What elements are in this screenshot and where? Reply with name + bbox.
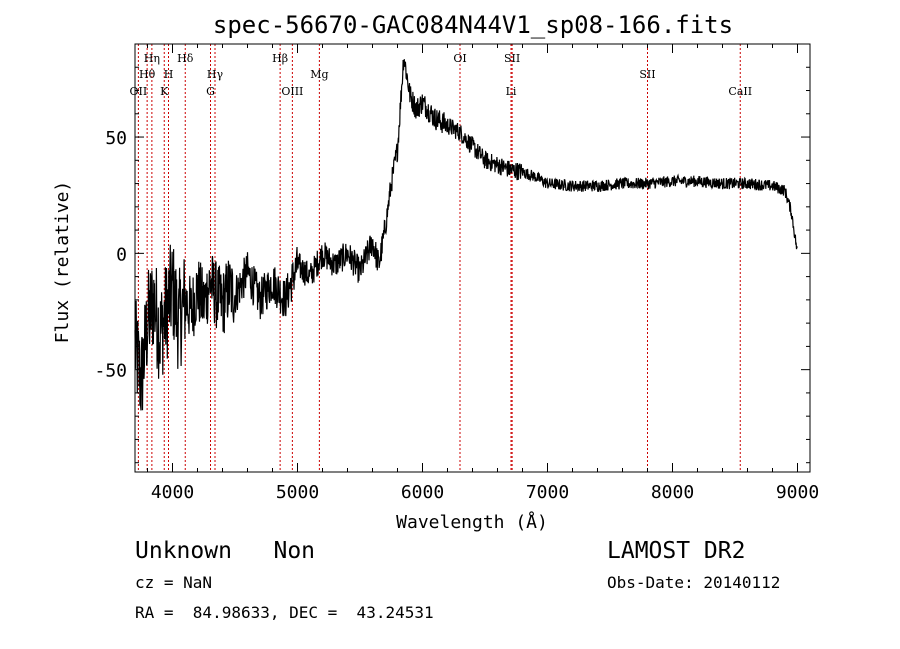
spectral-line-label: OI bbox=[453, 52, 466, 65]
spectral-line-label: CaII bbox=[728, 85, 752, 98]
x-tick-label: 7000 bbox=[526, 482, 569, 503]
x-axis-ticks: 4000 5000 6000 7000 8000 9000 bbox=[147, 44, 819, 503]
coordinates-text: RA = 84.98633, DEC = 43.24531 bbox=[135, 603, 434, 622]
chart-title: spec-56670-GAC084N44V1_sp08-166.fits bbox=[213, 11, 733, 39]
spectral-line-label: Hδ bbox=[177, 52, 194, 65]
spectral-line-label: G bbox=[206, 85, 215, 98]
x-tick-label: 8000 bbox=[651, 482, 694, 503]
observation-date-text: Obs-Date: 20140112 bbox=[607, 573, 781, 592]
spectral-line-label: SII bbox=[639, 68, 655, 81]
spectral-line-label: SII bbox=[504, 52, 520, 65]
y-axis-ticks: -50 0 50 bbox=[94, 43, 810, 464]
spectral-line-label: Hη bbox=[144, 52, 160, 65]
spectral-line-markers bbox=[137, 44, 741, 472]
x-tick-label: 9000 bbox=[776, 482, 819, 503]
y-axis-label: Flux (relative) bbox=[52, 181, 73, 344]
y-tick-label: 0 bbox=[116, 244, 127, 265]
x-axis-label: Wavelength (Å) bbox=[396, 511, 548, 533]
spectral-line-label: OIII bbox=[281, 85, 303, 98]
spectral-line-label: K bbox=[160, 85, 169, 98]
y-tick-label: -50 bbox=[94, 361, 127, 382]
object-class-text: Unknown Non bbox=[135, 538, 316, 564]
spectral-line-label: Li bbox=[506, 85, 517, 98]
x-tick-label: 6000 bbox=[401, 482, 444, 503]
x-tick-label: 5000 bbox=[276, 482, 319, 503]
plot-frame bbox=[134, 43, 811, 473]
spectral-line-label: H bbox=[164, 68, 174, 81]
spectral-line-labels: Hη Hθ OII HK Hδ Hγ G Hβ OIII Mg OI SII Li SII CaII bbox=[130, 52, 753, 98]
x-tick-label: 4000 bbox=[151, 482, 194, 503]
spectral-line-label: Hθ bbox=[139, 68, 156, 81]
spectral-line-label: OII bbox=[130, 85, 148, 98]
spectrum-series-line bbox=[134, 59, 798, 411]
survey-name-text: LAMOST DR2 bbox=[607, 538, 746, 564]
spectral-line-label: Hγ bbox=[207, 68, 224, 81]
y-tick-label: 50 bbox=[105, 128, 127, 149]
spectral-line-label: Mg bbox=[310, 68, 328, 81]
redshift-text: cz = NaN bbox=[135, 573, 213, 592]
spectral-line-label: Hβ bbox=[272, 52, 288, 65]
